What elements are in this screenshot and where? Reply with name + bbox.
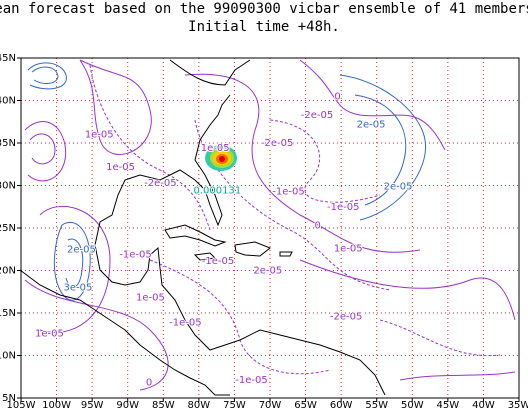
y-tick-label: 15N [0,308,16,319]
contour [24,279,169,391]
x-tick-label: 35W [508,400,528,410]
x-tick-label: 85W [152,400,175,410]
contour-label: -1e-05 [235,375,267,386]
contour-label: 3e-05 [63,283,92,294]
y-tick-label: 30N [0,181,16,192]
x-tick-label: 105W [7,400,36,410]
y-tick-label: 20N [0,266,16,277]
contour-label: 2e-05 [384,181,413,192]
coastline [19,269,230,396]
contour-label: 1e-05 [106,162,135,173]
contour-label: 1e-05 [136,293,165,304]
contour-label: 1e-05 [35,328,64,339]
contour-label: 1e-05 [334,243,363,254]
contour-label: -2e-05 [144,178,176,189]
contours [24,59,516,391]
contour-label: -1e-05 [169,317,201,328]
contour [27,62,67,90]
contour-label: -2e-05 [330,311,362,322]
y-tick-label: 5N [2,393,16,404]
x-tick-label: 50W [401,400,424,410]
grid [20,57,520,399]
x-tick-label: 65W [294,400,317,410]
contour-label: 2e-05 [357,119,386,130]
contour [299,259,516,321]
island [279,251,293,257]
contour-label: 1e-05 [201,143,230,154]
title-line: Initial time +48h. [188,19,340,35]
storm-core [205,145,237,171]
contour [184,73,421,253]
contour [79,59,152,155]
x-tick-label: 75W [223,400,246,410]
contour [89,64,211,231]
y-tick-label: 25N [0,223,16,234]
contour-label: 0 [334,91,340,102]
y-tick-label: 35N [0,138,16,149]
x-tick-label: 60W [330,400,353,410]
title-line: Mean forecast based on the 99090300 vicb… [0,1,528,17]
y-tick-label: 45N [0,53,16,64]
contour-label: 1e-05 [85,130,114,141]
x-tick-label: 70W [259,400,282,410]
y-tick-label: 10N [0,351,16,362]
island [234,241,271,257]
x-tick-label: 95W [81,400,104,410]
contour [269,119,381,203]
storm-ring [219,156,225,162]
x-tick-label: 40W [472,400,495,410]
contour-label: -1e-05 [327,202,359,213]
contour-label: 0 [314,220,320,231]
contour [399,371,516,381]
contour-label: 0 [146,378,152,389]
contour-label: -1e-05 [119,249,151,260]
contour [299,59,446,151]
contour-label: -1e-05 [272,186,304,197]
contour [379,319,501,357]
contour [65,238,84,288]
x-tick-label: 80W [188,400,211,410]
contour-label: 0.000131 [193,186,241,197]
x-tick-label: 55W [365,400,388,410]
contour-label: -2e-05 [261,138,293,149]
contour-label: -2e-05 [301,110,333,121]
contour [354,94,407,206]
contour-label: 2e-05 [67,244,96,255]
island [164,224,227,247]
contour [24,121,67,182]
x-tick-label: 90W [116,400,139,410]
x-tick-label: 100W [42,400,71,410]
y-tick-label: 40N [0,96,16,107]
contour [29,133,56,165]
island [193,252,217,261]
contour [39,206,111,333]
contour-label: -1e-05 [202,256,234,267]
coastlines [19,59,386,396]
coastline [94,59,386,396]
contour [339,74,427,221]
contour [31,66,59,84]
x-tick-label: 45W [437,400,460,410]
contour [53,222,91,301]
contour-label: 2e-05 [253,266,282,277]
